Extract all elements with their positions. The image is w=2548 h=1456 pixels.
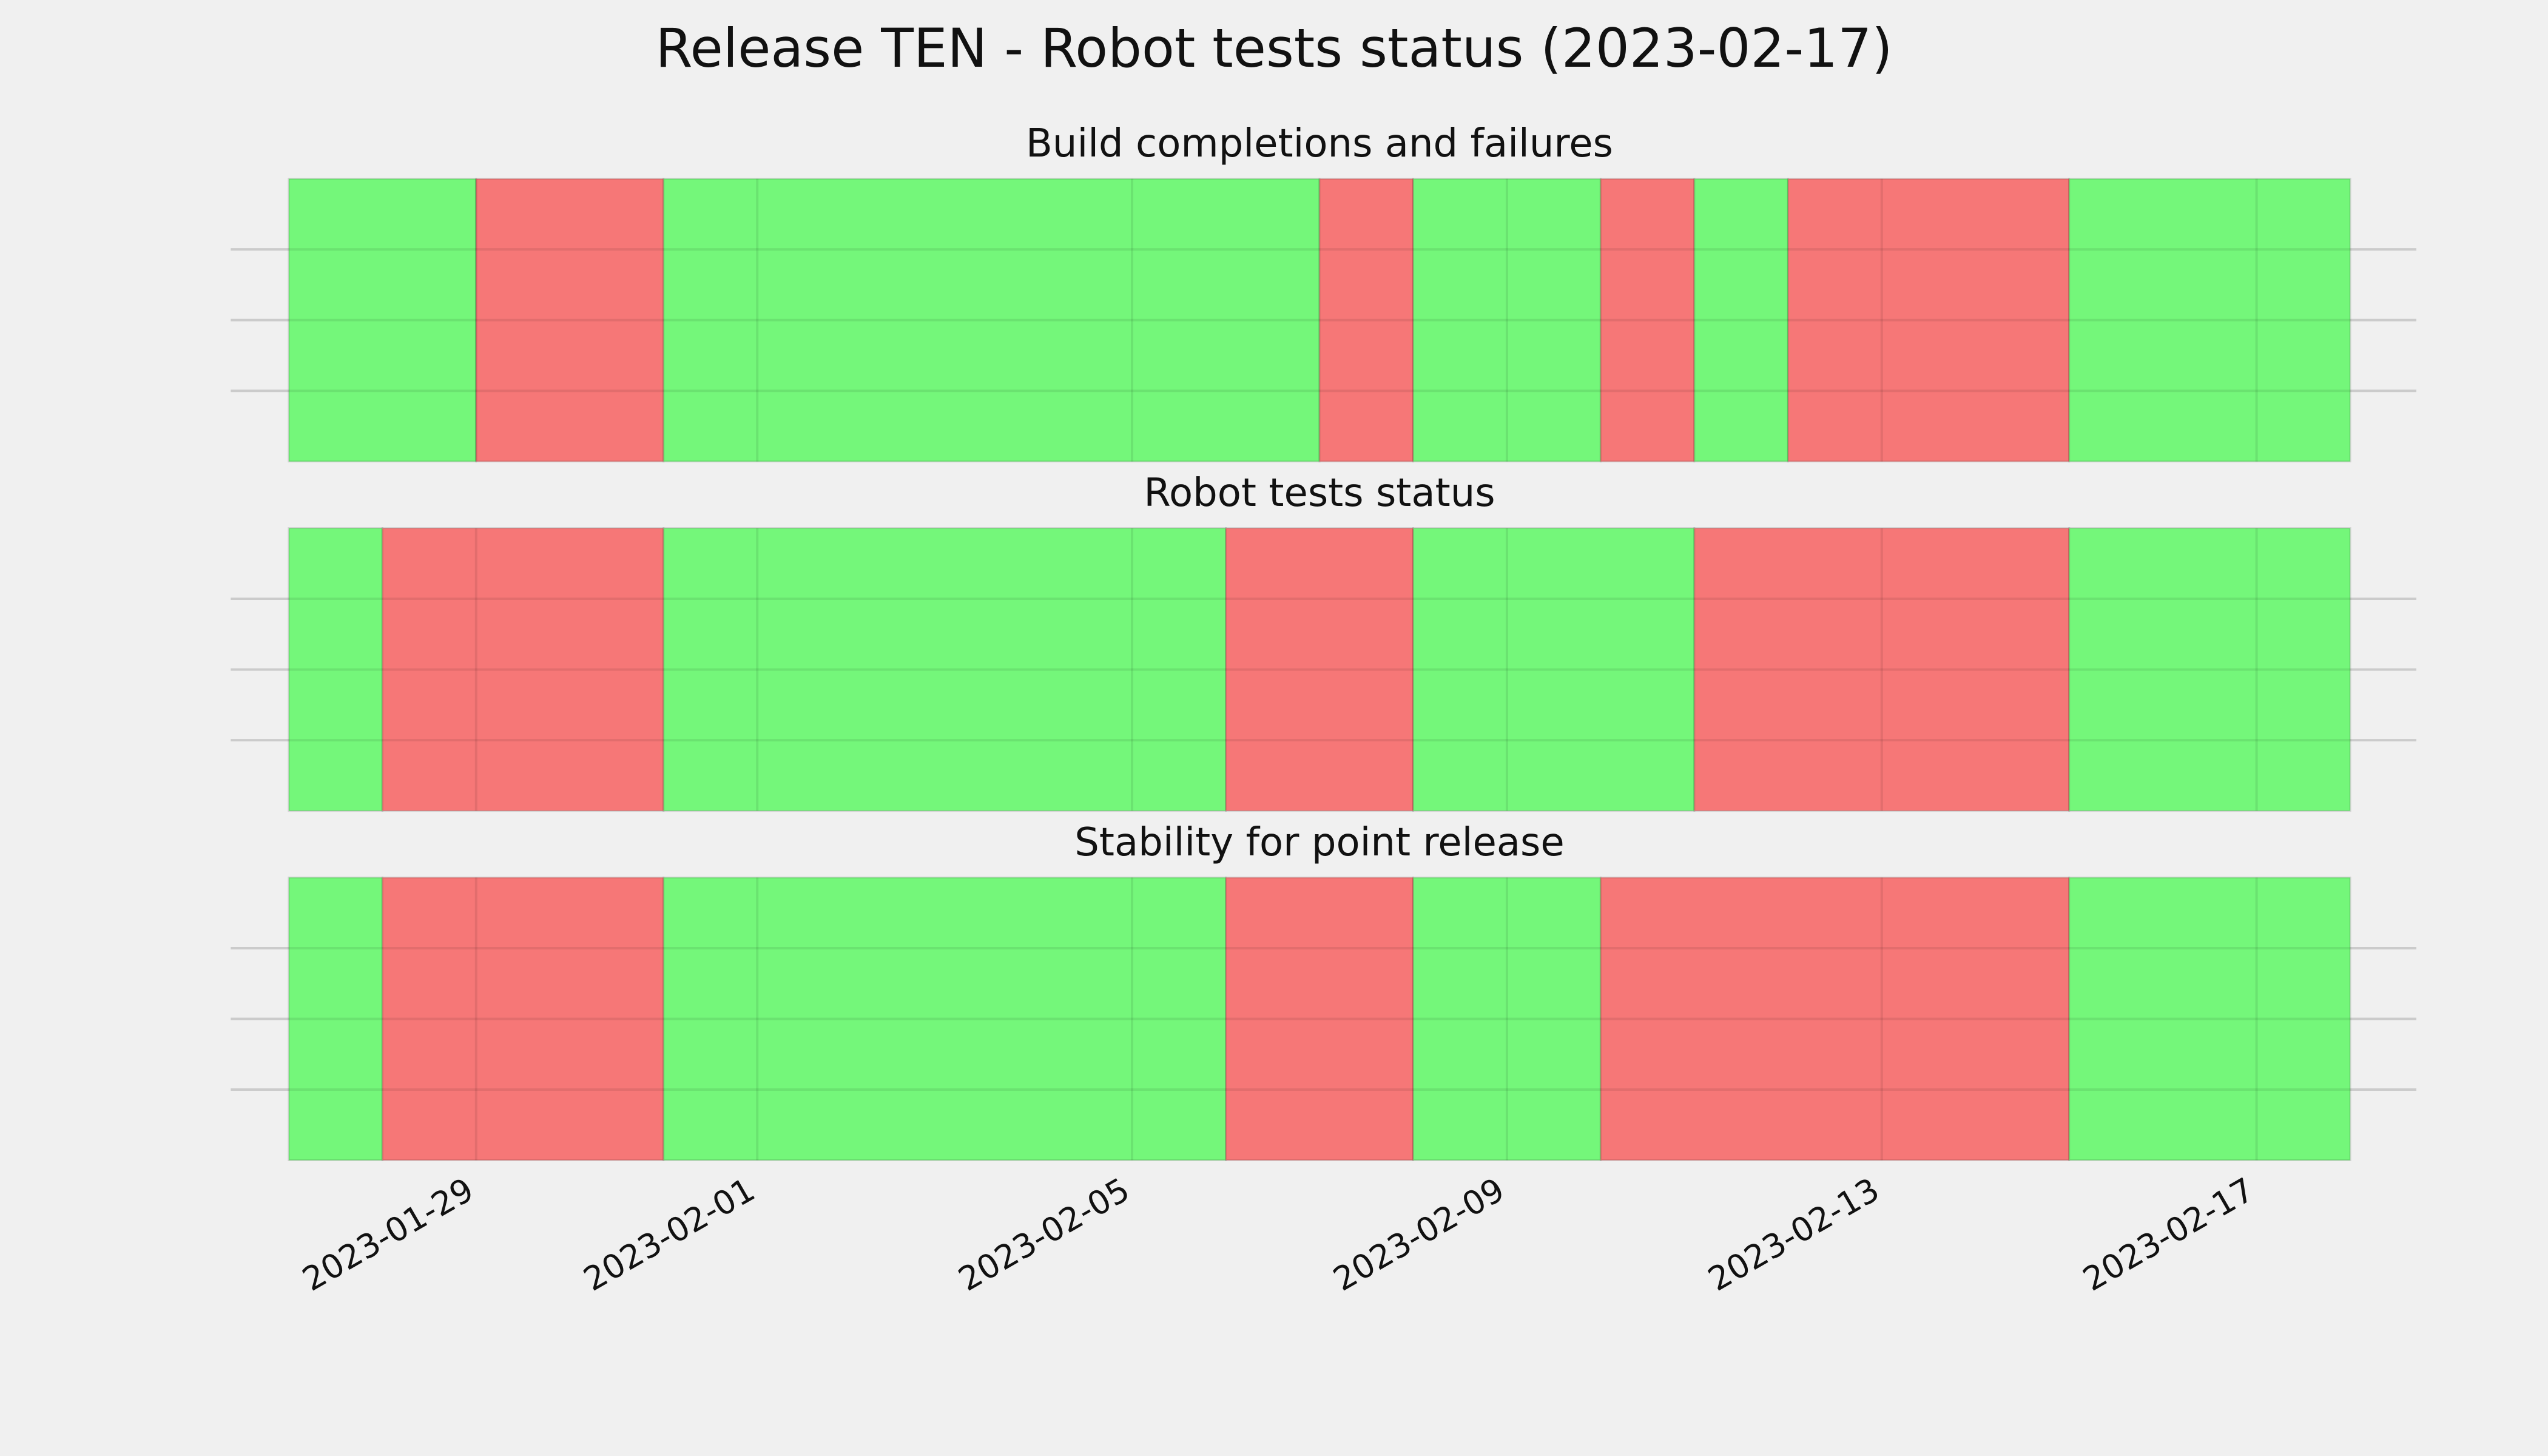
status-segment — [1787, 178, 2071, 463]
status-segment — [662, 527, 1227, 812]
status-segment — [288, 527, 383, 812]
status-segment — [1693, 178, 1789, 463]
status-segment — [1599, 876, 2071, 1162]
status-segment — [381, 527, 665, 812]
status-segment — [662, 178, 1321, 463]
status-segment — [662, 876, 1227, 1162]
status-segment — [1412, 876, 1602, 1162]
status-segment — [1412, 527, 1696, 812]
status-segment — [381, 876, 665, 1162]
status-segment — [2068, 178, 2351, 463]
status-segment — [1693, 527, 2071, 812]
status-segment — [1225, 527, 1414, 812]
subplot-title: Robot tests status — [1144, 471, 1495, 516]
status-segment — [288, 178, 477, 463]
status-segment — [2068, 876, 2351, 1162]
status-segment — [1225, 876, 1414, 1162]
status-segment — [1412, 178, 1602, 463]
status-segment — [288, 876, 383, 1162]
status-segment — [1599, 178, 1696, 463]
status-segment — [1318, 178, 1414, 463]
chart-title: Release TEN - Robot tests status (2023-0… — [655, 17, 1892, 79]
subplot-title: Build completions and failures — [1026, 121, 1613, 166]
subplot-title: Stability for point release — [1074, 820, 1565, 865]
status-segment — [2068, 527, 2351, 812]
